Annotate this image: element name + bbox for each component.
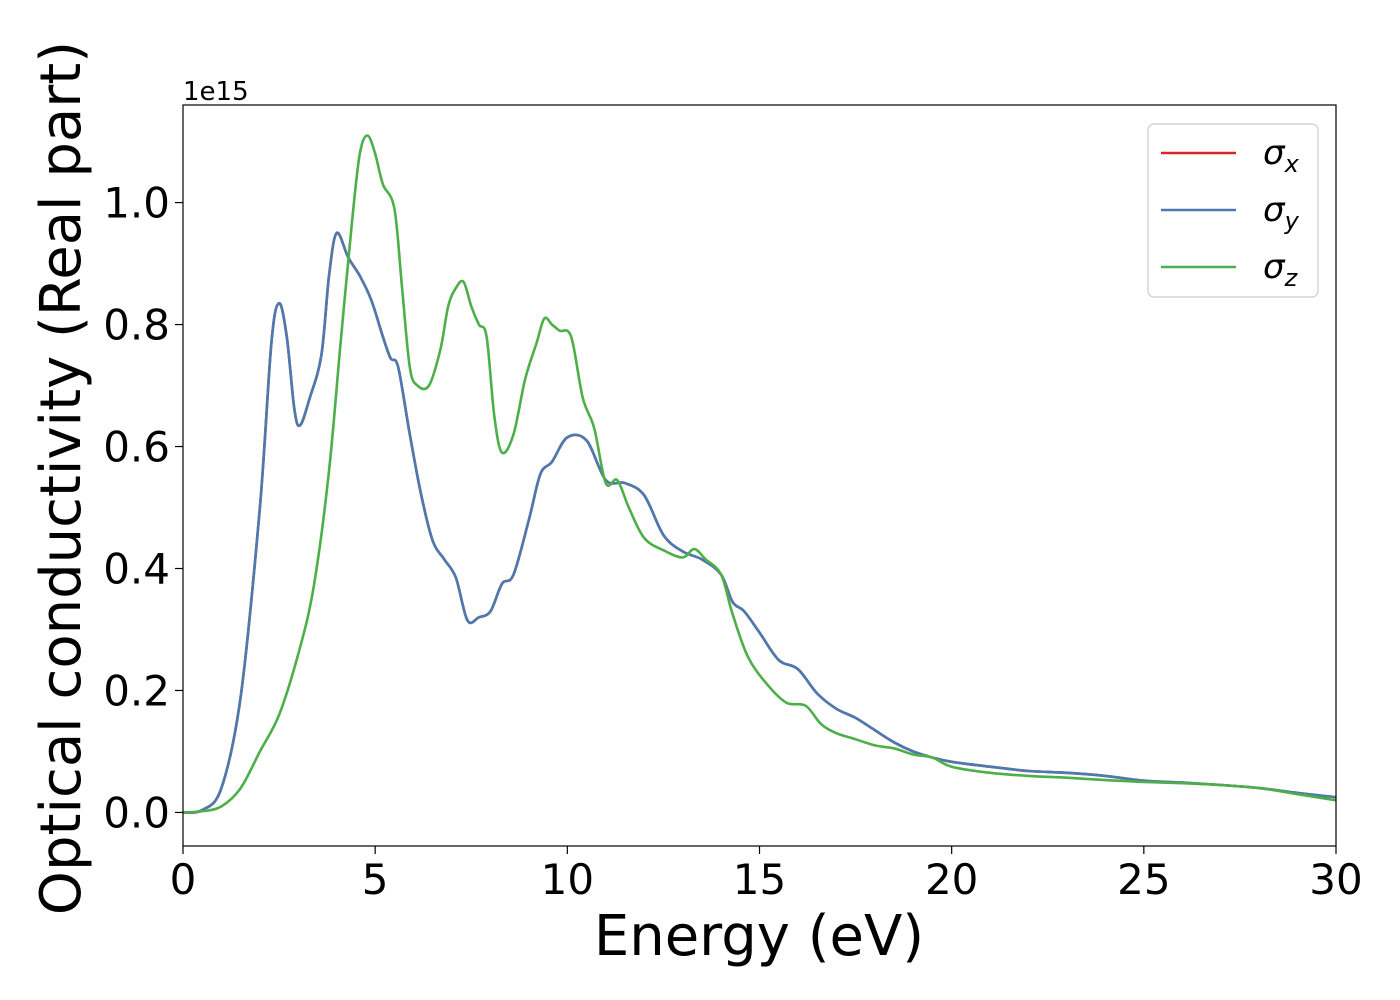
x-tick-label: 15	[733, 855, 786, 904]
legend-label-z: σz	[1263, 247, 1299, 292]
series-line-z	[183, 134, 1336, 814]
x-tick-label: 10	[541, 855, 594, 904]
x-tick-label: 5	[362, 855, 389, 904]
y-tick-label: 0.2	[103, 666, 170, 715]
legend-label-y: σy	[1263, 190, 1300, 235]
x-tick-label: 30	[1309, 855, 1362, 904]
plot-area	[183, 134, 1336, 814]
y-axis-label: Optical conductivity (Real part)	[29, 41, 94, 915]
x-tick-label: 0	[170, 855, 197, 904]
y-offset-text: 1e15	[183, 77, 249, 107]
y-tick-label: 0.6	[103, 423, 170, 472]
x-axis-label: Energy (eV)	[594, 904, 924, 969]
y-tick-label: 1.0	[103, 179, 170, 228]
legend: σx σy σz	[1147, 123, 1319, 298]
y-tick-label: 0.8	[103, 301, 170, 350]
x-tick-label: 20	[925, 855, 978, 904]
y-tick-label: 0.0	[103, 788, 170, 837]
y-tick-label: 0.4	[103, 545, 170, 594]
legend-label-x: σx	[1263, 133, 1300, 178]
x-tick-label: 25	[1117, 855, 1170, 904]
axes: 0 5 10 15 20 25 30 0.0 0.2 0.4 0.6 0.8 1.0	[103, 104, 1363, 904]
